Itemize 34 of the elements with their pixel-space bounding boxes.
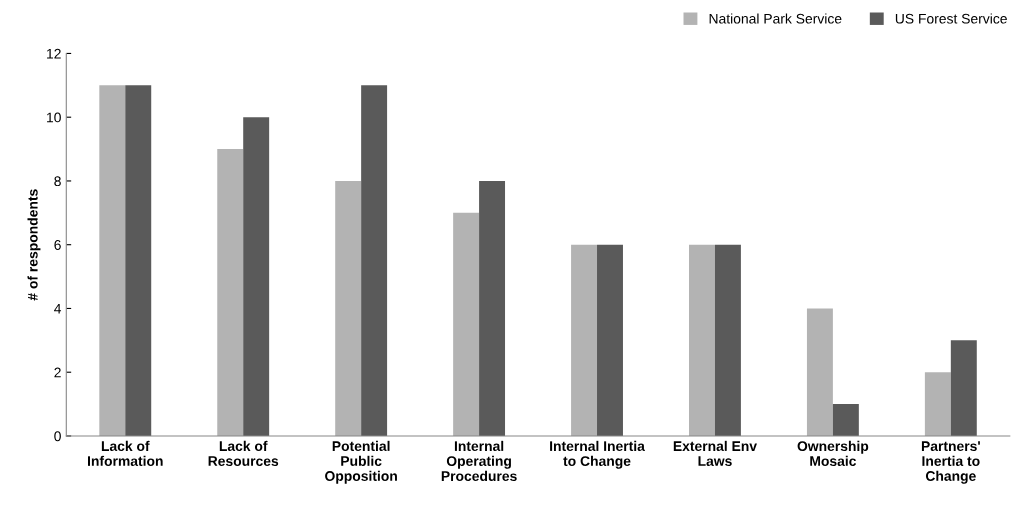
bar — [832, 404, 859, 436]
bar — [125, 85, 152, 436]
bar — [453, 212, 480, 436]
y-tick-label: 2 — [54, 367, 61, 378]
y-tick-label: 6 — [54, 240, 61, 250]
bar — [714, 244, 741, 436]
bar — [806, 308, 833, 436]
x-tick-label: Lack of Resources — [208, 440, 279, 466]
x-tick-label: Ownership Mosaic — [797, 440, 869, 466]
y-tick-label: 8 — [54, 176, 61, 187]
bar — [243, 117, 270, 436]
bar — [335, 180, 362, 436]
bar — [479, 180, 506, 436]
x-tick-label: Potential Public Opposition — [325, 440, 397, 484]
legend-label: National Park Service — [709, 13, 842, 24]
bar — [597, 244, 623, 436]
legend-label: US Forest Service — [895, 13, 1007, 24]
bar — [217, 149, 244, 436]
x-tick-label: Internal Operating Procedures — [441, 440, 517, 482]
bar — [924, 372, 951, 436]
bar — [571, 244, 598, 436]
x-tick-label: Lack of Information — [88, 440, 163, 466]
y-tick-label: 12 — [47, 48, 61, 59]
y-tick-label: 0 — [54, 431, 61, 442]
bar — [689, 244, 715, 436]
y-axis-title: # of respondents — [27, 189, 41, 301]
bar — [99, 85, 126, 436]
bar — [950, 340, 977, 436]
y-tick-label: 4 — [54, 303, 62, 314]
y-tick-label: 10 — [47, 112, 61, 123]
x-tick-label: Internal Inertia to Change — [550, 440, 645, 469]
x-tick-label: External Env Laws — [673, 440, 757, 466]
bar — [361, 85, 388, 436]
x-tick-label: Partners' Inertia to Change — [921, 441, 980, 484]
